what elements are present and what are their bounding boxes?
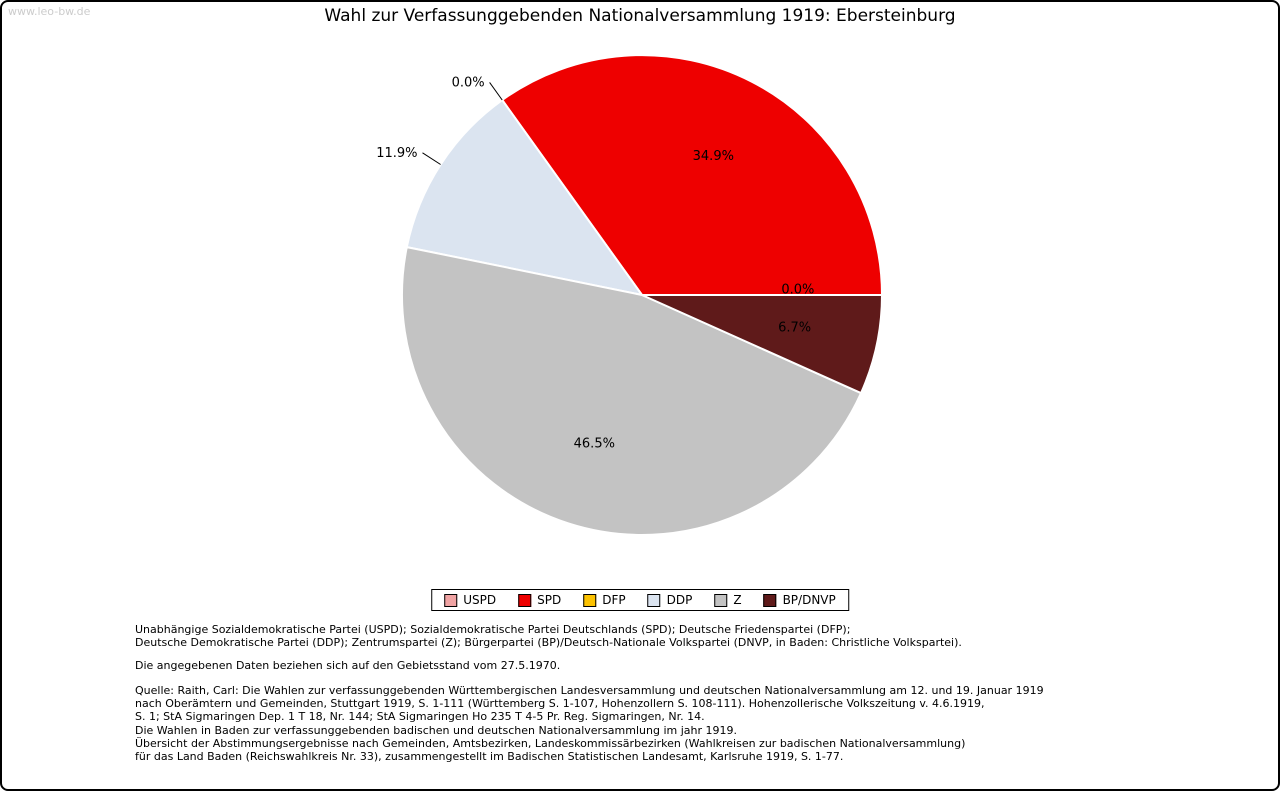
legend-swatch-spd [518,593,532,607]
pie-value-label-z: 46.5% [574,437,615,452]
legend-label-spd: SPD [537,593,562,607]
legend-label-dfp: DFP [602,593,626,607]
footnote-gebietsstand: Die angegebenen Daten beziehen sich auf … [135,658,561,672]
pie-value-label-dfp: 0.0% [452,75,485,90]
legend-item-uspd: USPD [444,593,496,607]
pie-label-leader-ddp [422,152,441,165]
pie-chart-svg: 0.0% 34.9% 0.0% 11.9% 46.5% 6.7% [376,54,883,536]
pie-slice-spd [501,54,883,296]
legend: USPD SPD DFP DDP Z BP/DNVP [431,589,849,611]
pie-value-label-spd: 34.9% [693,149,734,164]
pie-value-label-bp-dnvp: 6.7% [778,321,811,336]
legend-swatch-uspd [444,593,458,607]
legend-label-ddp: DDP [666,593,693,607]
footnote-parties: Unabhängige Sozialdemokratische Partei (… [135,623,962,650]
legend-swatch-ddp [647,593,661,607]
watermark: www.leo-bw.de [8,5,91,18]
legend-label-z: Z [733,593,742,607]
pie-slice-ddp [405,99,643,296]
pie-slice-bp-dnvp [641,294,883,395]
pie-label-leader-dfp [489,82,503,101]
footnote-source: Quelle: Raith, Carl: Die Wahlen zur verf… [135,683,1044,764]
legend-label-bp-dnvp: BP/DNVP [782,593,836,607]
pie-value-label-uspd: 0.0% [781,283,814,298]
legend-item-dfp: DFP [583,593,626,607]
pie-slice-z [400,246,862,536]
footnotes: Unabhängige Sozialdemokratische Partei (… [135,623,1238,764]
legend-item-bp-dnvp: BP/DNVP [763,593,836,607]
page-title: Wahl zur Verfassunggebenden Nationalvers… [324,6,956,26]
legend-label-uspd: USPD [463,593,497,607]
legend-item-spd: SPD [518,593,561,607]
legend-swatch-z [714,593,728,607]
legend-swatch-bp-dnvp [763,593,777,607]
pie-value-label-ddp: 11.9% [376,146,417,161]
legend-swatch-dfp [583,593,597,607]
legend-item-z: Z [714,593,742,607]
legend-item-ddp: DDP [647,593,693,607]
